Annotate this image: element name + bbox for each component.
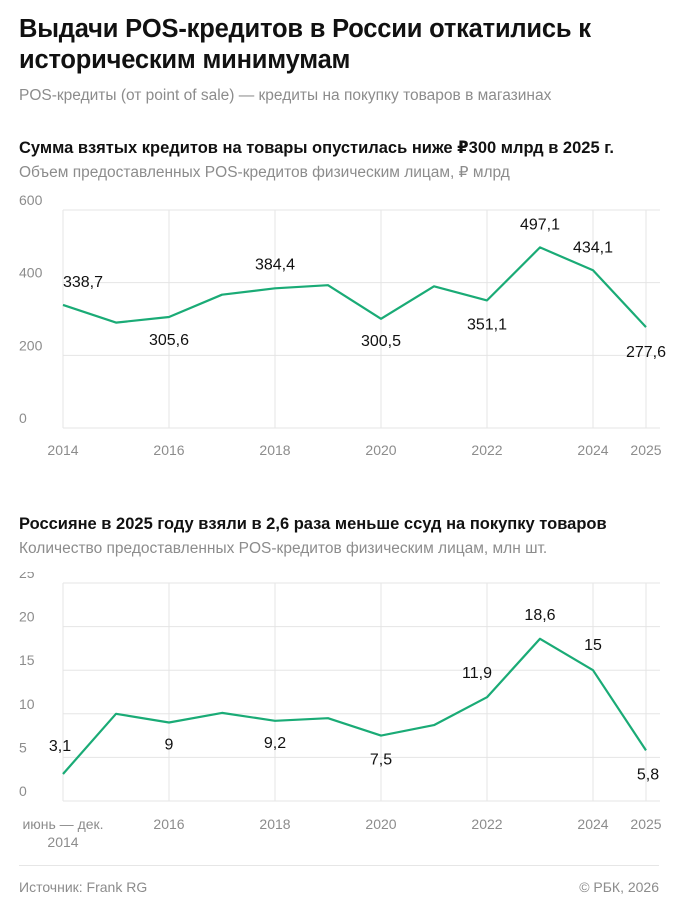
y-tick-label: 0	[19, 783, 27, 799]
x-tick-label: 2022	[471, 442, 502, 458]
source-note: Источник: Frank RG	[19, 879, 148, 895]
data-label: 15	[584, 637, 602, 654]
y-tick-label: 25	[19, 572, 35, 581]
x-tick-label: 2020	[365, 442, 396, 458]
chart-2-subtitle: Количество предоставленных POS-кредитов …	[19, 540, 548, 557]
x-tick-label: 2025	[630, 442, 661, 458]
data-label: 384,4	[255, 256, 295, 273]
y-tick-label: 0	[19, 410, 27, 426]
data-label: 434,1	[573, 239, 613, 256]
y-tick-label: 20	[19, 609, 35, 625]
data-label: 3,1	[49, 738, 71, 755]
y-tick-label: 15	[19, 652, 35, 668]
x-tick-label: 2018	[259, 816, 290, 832]
data-label: 5,8	[637, 766, 659, 783]
series-line	[62, 637, 647, 775]
chart-2-title: Россияне в 2025 году взяли в 2,6 раза ме…	[19, 515, 607, 533]
data-label: 9	[165, 737, 174, 754]
data-label: 351,1	[467, 316, 507, 333]
data-label: 18,6	[524, 607, 555, 624]
page-subtitle: POS-кредиты (от point of sale) — кредиты…	[19, 87, 552, 104]
x-tick-label: 2018	[259, 442, 290, 458]
data-label: 11,9	[462, 665, 492, 682]
x-tick-label: 2020	[365, 816, 396, 832]
x-tick-label: июнь — дек. 2014	[22, 816, 103, 850]
data-label: 9,2	[264, 735, 286, 752]
y-tick-label: 600	[19, 195, 43, 208]
x-tick-label: 2016	[153, 816, 184, 832]
series-line	[62, 246, 647, 328]
x-tick-label: 2016	[153, 442, 184, 458]
data-label: 338,7	[63, 274, 103, 291]
y-tick-label: 10	[19, 696, 35, 712]
chart-1-subtitle: Объем предоставленных POS-кредитов физич…	[19, 164, 510, 181]
x-tick-label: 2014	[47, 442, 78, 458]
chart-1-svg: 0 200 400 600 2014 2016 2018 2020 2022 2024 2025 33…	[19, 195, 666, 458]
page-title: Выдачи POS-кредитов в России откатились …	[19, 15, 591, 74]
x-tick-label: 2024	[577, 442, 608, 458]
footer-divider	[19, 865, 659, 866]
x-tick-label: 2022	[471, 816, 502, 832]
y-tick-label: 400	[19, 265, 43, 281]
data-label: 300,5	[361, 333, 401, 350]
y-tick-label: 200	[19, 337, 43, 353]
data-label: 497,1	[520, 216, 560, 233]
x-tick-label: 2024	[577, 816, 608, 832]
y-tick-label: 5	[19, 739, 27, 755]
chart-1-title: Сумма взятых кредитов на товары опустила…	[19, 139, 615, 157]
x-tick-label: 2025	[630, 816, 661, 832]
copyright-note: © РБК, 2026	[579, 879, 659, 895]
data-label: 7,5	[370, 752, 392, 769]
data-label: 277,6	[626, 344, 666, 361]
data-label: 305,6	[149, 332, 189, 349]
